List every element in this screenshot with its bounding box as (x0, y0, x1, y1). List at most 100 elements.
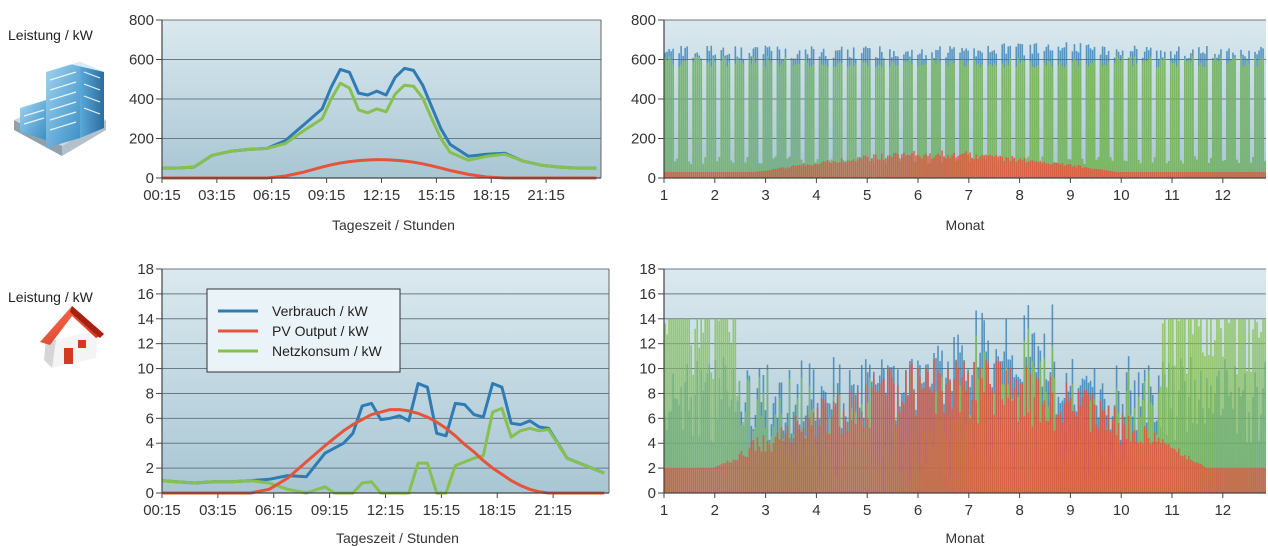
bar-pv (854, 424, 857, 493)
bar-netz (728, 62, 731, 178)
bar-pv (1161, 439, 1164, 493)
bar-pv (1145, 429, 1148, 493)
y-tick-label: 14 (639, 311, 656, 328)
bar-pv (971, 158, 973, 178)
bar-pv (712, 468, 715, 493)
bar-netz (746, 379, 749, 493)
bar-netz (1079, 60, 1082, 178)
bar-netz (1244, 318, 1246, 493)
bar-pv (1145, 172, 1148, 178)
bar-pv (1005, 370, 1008, 493)
bar-netz (949, 61, 951, 178)
bar-pv (1063, 403, 1066, 493)
bar-pv (776, 168, 779, 178)
bar-pv (1200, 463, 1202, 493)
bar-netz (1212, 59, 1214, 179)
bar-pv (1139, 441, 1142, 493)
bar-pv (696, 172, 699, 178)
bar-pv (893, 384, 895, 493)
bar-pv (684, 172, 686, 178)
bar-netz (989, 63, 991, 178)
bar-pv (1001, 156, 1004, 178)
bar-netz (794, 64, 797, 178)
bar-pv (1180, 455, 1182, 493)
bar-pv (830, 417, 833, 493)
bar-pv (973, 159, 975, 178)
bar-pv (949, 380, 951, 493)
bar-pv (674, 172, 676, 178)
bar-pv (1079, 406, 1082, 493)
bar-pv (1009, 367, 1012, 493)
y-tick-label: 12 (639, 336, 656, 353)
bar-pv (1065, 382, 1068, 493)
bar-netz (730, 343, 733, 493)
bar-netz (1023, 61, 1026, 178)
bar-netz (1027, 328, 1030, 493)
bar-pv (1238, 468, 1240, 493)
bar-netz (1173, 63, 1176, 178)
bar-netz (1171, 318, 1174, 493)
x-tick-label: 11 (1164, 502, 1180, 519)
bar-pv (893, 153, 895, 178)
bar-pv (848, 160, 851, 178)
bar-pv (1021, 383, 1024, 493)
bar-pv (1097, 169, 1100, 178)
bar-pv (822, 161, 825, 178)
bar-pv (670, 468, 672, 493)
bar-netz (708, 318, 711, 493)
bar-netz (1171, 63, 1174, 178)
bar-netz (893, 62, 895, 179)
bar-netz (1250, 371, 1252, 493)
bar-netz (1077, 65, 1080, 178)
bar-netz (818, 59, 821, 178)
bar-pv (997, 156, 1000, 178)
bar-pv (740, 451, 743, 493)
bar-netz (692, 61, 694, 178)
bar-pv (1224, 172, 1226, 178)
bar-netz (796, 63, 799, 178)
left-label-bottom: Leistung / kW (8, 289, 94, 305)
bar-pv (832, 160, 835, 178)
bar-pv (1015, 379, 1018, 493)
bar-pv (702, 468, 705, 493)
bar-pv (943, 156, 945, 178)
bar-netz (676, 318, 678, 493)
bar-pv (1005, 157, 1008, 178)
bar-pv (883, 160, 885, 178)
bar-pv (830, 163, 833, 178)
bar-netz (1005, 61, 1008, 178)
x-tick-label: 6 (914, 502, 922, 519)
bar-pv (1131, 432, 1134, 493)
bar-pv (750, 172, 753, 178)
bar-netz (706, 318, 709, 493)
bar-netz (718, 320, 721, 493)
bar-pv (1089, 431, 1092, 493)
bar-netz (848, 64, 851, 178)
y-tick-label: 2 (648, 460, 656, 477)
bar-netz (726, 66, 729, 178)
bar-netz (674, 161, 676, 178)
bar-netz (748, 380, 751, 493)
bar-pv (1226, 468, 1228, 493)
bar-pv (973, 362, 975, 493)
bar-netz (1234, 57, 1236, 178)
plot-area (664, 269, 1266, 493)
bar-netz (1143, 60, 1146, 178)
bar-pv (730, 172, 733, 178)
bar-pv (1220, 468, 1222, 493)
bar-pv (1017, 421, 1020, 493)
bar-netz (1167, 161, 1170, 178)
y-tick-label: 8 (648, 385, 656, 402)
bar-netz (1176, 66, 1178, 178)
bar-netz (895, 65, 897, 178)
x-tick-label: 12 (1214, 502, 1231, 519)
bar-netz (1099, 61, 1102, 178)
bar-pv (832, 400, 835, 493)
bar-pv (728, 462, 731, 493)
bar-netz (981, 64, 983, 178)
bar-pv (1171, 172, 1174, 178)
bar-pv (1011, 155, 1014, 178)
bar-pv (828, 162, 831, 178)
bar-pv (1099, 169, 1102, 178)
